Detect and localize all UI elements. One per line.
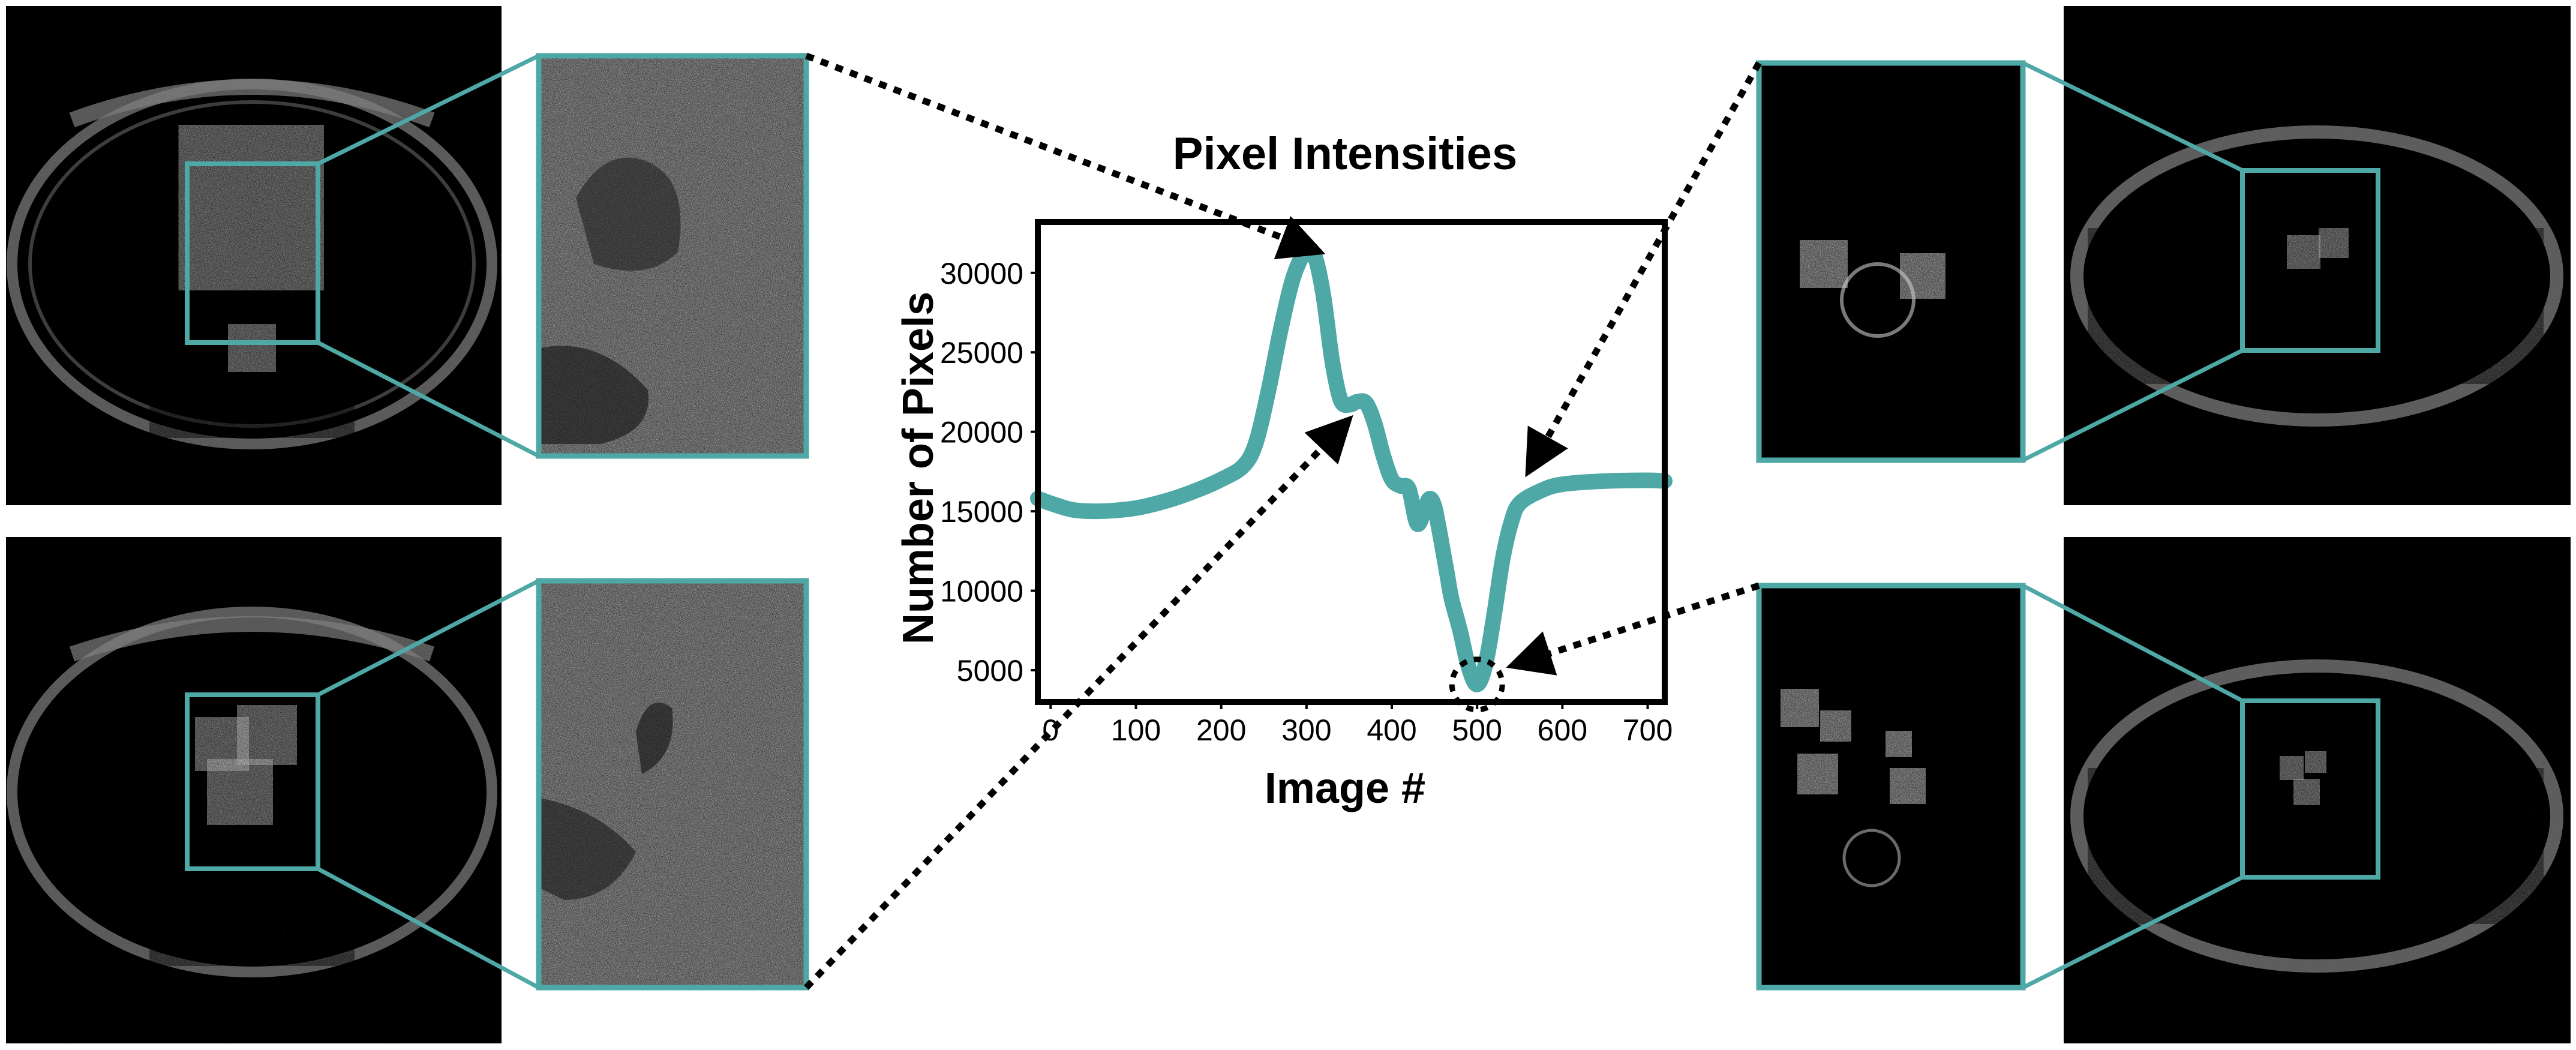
- x-tick-label: 700: [1623, 713, 1673, 747]
- ct-panel-bottom-left: [6, 537, 540, 1043]
- ct-slice-image: [6, 6, 502, 505]
- x-tick-label: 500: [1452, 713, 1502, 747]
- roi-box: [185, 692, 320, 871]
- ct-slice-image: [2064, 6, 2571, 505]
- x-tick-label: 400: [1367, 713, 1416, 747]
- arrow-to-minimum: [1506, 582, 1760, 676]
- y-axis: 5000 10000 15000 20000 25000 30000: [940, 257, 1038, 688]
- zoom-connector: [2022, 61, 2244, 173]
- x-axis: 0 100 200 300 400 500 600 700: [1042, 702, 1673, 747]
- x-tick-label: 300: [1281, 713, 1331, 747]
- y-tick-label: 20000: [940, 416, 1023, 449]
- zoom-inset-top-right: [1756, 60, 2026, 463]
- x-tick-label: 600: [1538, 713, 1587, 747]
- arrow-to-shoulder: [804, 415, 1353, 990]
- roi-box: [185, 161, 320, 345]
- minimum-highlight-circle: [1449, 656, 1505, 713]
- zoom-inset-bottom-right: [1756, 583, 2026, 991]
- zoom-connector: [317, 340, 540, 458]
- y-tick-label: 25000: [940, 336, 1023, 370]
- line-chart: Pixel Intensities Image # Number of Pixe…: [894, 128, 1673, 812]
- chart-title: Pixel Intensities: [1173, 128, 1517, 179]
- plot-frame: [1035, 219, 1668, 705]
- ct-panel-top-right: [2022, 6, 2571, 505]
- series-layer: [1030, 241, 1673, 713]
- x-tick-label: 200: [1196, 713, 1246, 747]
- x-axis-label: Image #: [1265, 764, 1425, 812]
- arrow-to-peak: [805, 52, 1326, 259]
- annotation-arrows: [804, 52, 1762, 990]
- series-line: [1030, 241, 1673, 692]
- zoom-inset-top-left: [536, 53, 809, 459]
- roi-box: [2240, 698, 2380, 880]
- zoom-connector: [2022, 348, 2244, 463]
- y-tick-label: 10000: [940, 575, 1023, 608]
- zoom-connector: [2022, 583, 2244, 703]
- zoom-connector: [2022, 875, 2244, 990]
- ct-slice-image: [2064, 537, 2571, 1043]
- ct-panel-bottom-right: [2022, 537, 2571, 1043]
- y-tick-label: 15000: [940, 495, 1023, 529]
- zoom-connector: [317, 578, 540, 697]
- x-tick-label: 100: [1111, 713, 1161, 747]
- roi-box: [2240, 168, 2380, 353]
- zoom-connector: [317, 53, 540, 166]
- y-tick-label: 30000: [940, 257, 1023, 290]
- x-tick-label: 0: [1042, 713, 1059, 747]
- ct-panel-top-left: [6, 6, 540, 505]
- arrow-to-recovery: [1525, 61, 1762, 478]
- zoom-connector: [317, 866, 540, 990]
- ct-slice-image: [6, 537, 502, 1043]
- zoom-inset-bottom-left: [536, 578, 809, 991]
- y-tick-label: 5000: [957, 654, 1023, 688]
- y-axis-label: Number of Pixels: [894, 292, 942, 644]
